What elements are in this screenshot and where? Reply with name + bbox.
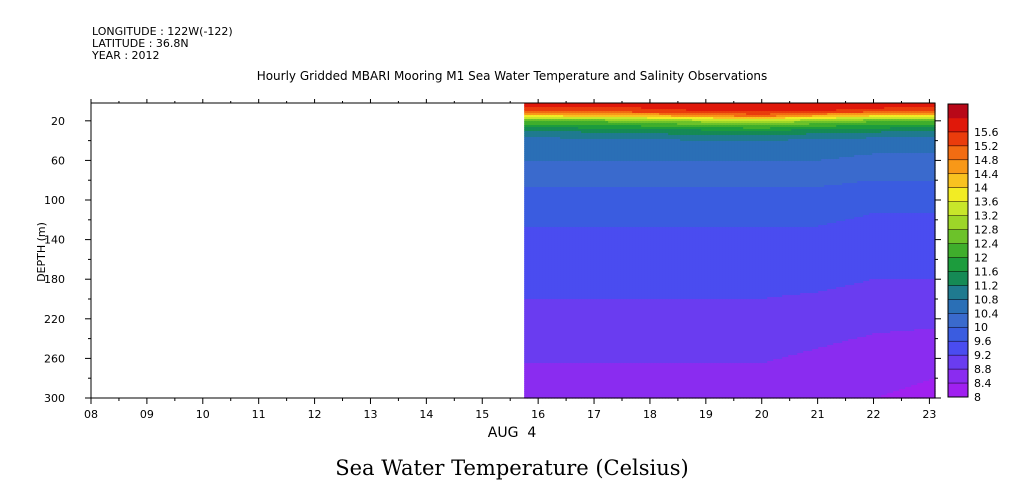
location-info: LONGITUDE : 122W(-122) LATITUDE : 36.8N … [91,25,233,62]
year-label: YEAR : 2012 [91,49,160,62]
heatmap-fill [524,103,935,399]
chart-title: Hourly Gridded MBARI Mooring M1 Sea Wate… [257,69,768,83]
